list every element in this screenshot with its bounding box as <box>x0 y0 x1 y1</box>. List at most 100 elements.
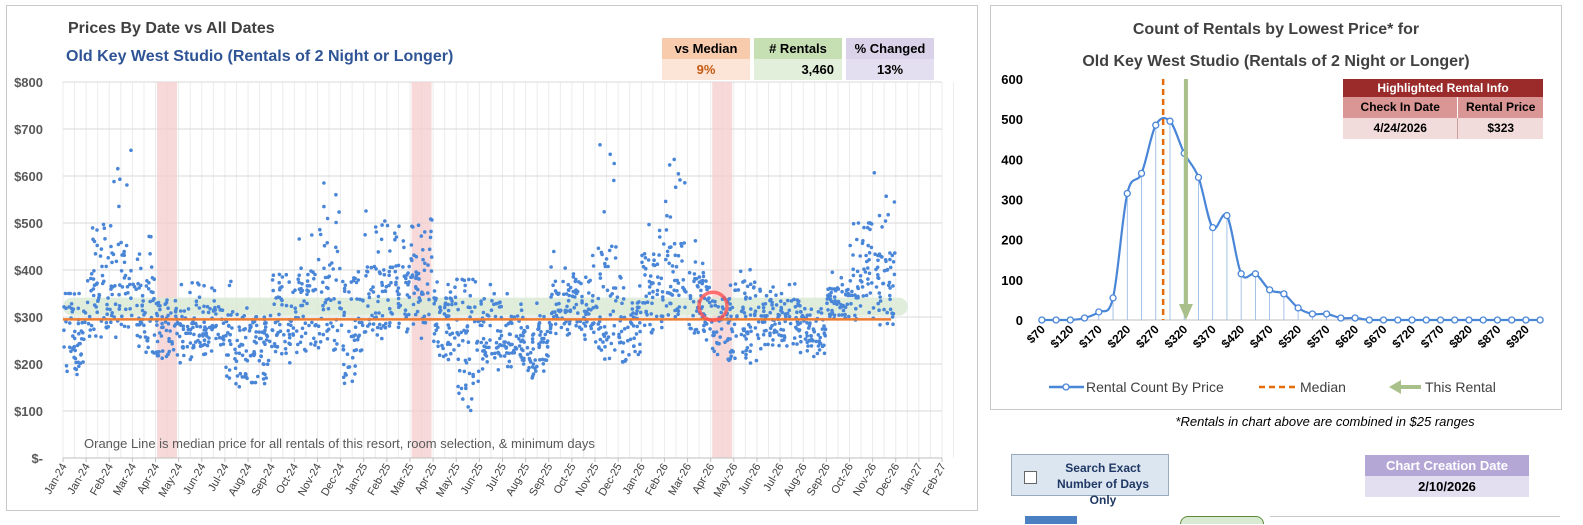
data-point <box>493 351 497 356</box>
data-point <box>753 294 758 298</box>
data-point <box>620 350 625 354</box>
data-point <box>286 328 291 333</box>
data-point <box>166 306 170 311</box>
data-point <box>881 281 885 286</box>
data-point <box>573 295 577 299</box>
data-point <box>62 345 66 349</box>
data-point <box>809 334 813 338</box>
data-point <box>633 349 637 354</box>
data-point <box>323 300 328 305</box>
search-exact-checkbox[interactable] <box>1024 471 1037 484</box>
data-point <box>178 360 182 365</box>
data-point <box>264 338 269 342</box>
data-point <box>158 304 162 308</box>
data-point <box>390 265 395 270</box>
data-point <box>427 297 431 302</box>
y-tick-label: $200 <box>14 357 43 372</box>
data-point <box>413 285 418 289</box>
data-point <box>515 314 520 318</box>
bottom-tab-blue[interactable] <box>1025 516 1077 524</box>
x-tick-label: $220 <box>1105 322 1134 351</box>
data-point <box>530 337 535 341</box>
data-point <box>596 246 601 251</box>
data-point <box>404 276 408 281</box>
data-point <box>473 280 478 284</box>
data-point <box>142 330 147 334</box>
data-point <box>629 313 633 317</box>
data-point <box>882 268 887 273</box>
data-point <box>537 343 542 348</box>
data-point <box>375 325 380 330</box>
data-point <box>306 272 310 277</box>
data-point <box>363 233 367 237</box>
data-point <box>525 345 530 350</box>
data-point <box>347 329 351 334</box>
data-point <box>779 299 783 304</box>
data-point <box>803 306 807 311</box>
data-point <box>655 288 660 293</box>
data-point <box>371 285 375 289</box>
data-point <box>296 277 301 282</box>
data-point <box>576 311 580 315</box>
data-point <box>447 326 452 330</box>
data-point <box>888 251 892 255</box>
data-point <box>210 323 215 328</box>
data-point <box>643 273 647 277</box>
data-point <box>463 283 468 288</box>
data-point <box>233 366 238 371</box>
data-point <box>865 225 870 230</box>
data-point <box>457 391 461 396</box>
data-point <box>433 323 438 328</box>
data-point <box>744 356 748 360</box>
data-point <box>103 237 107 241</box>
data-point <box>490 298 494 303</box>
data-point <box>759 314 763 318</box>
data-point <box>843 312 847 317</box>
data-point <box>280 275 285 279</box>
data-point <box>828 294 833 298</box>
data-point <box>383 325 388 330</box>
data-point <box>890 311 894 316</box>
data-point <box>525 325 530 330</box>
data-point <box>723 340 727 345</box>
data-point <box>426 291 430 295</box>
data-point <box>815 351 820 356</box>
data-point <box>370 328 375 332</box>
data-point <box>71 334 75 338</box>
data-point <box>86 321 91 326</box>
data-point <box>793 305 798 309</box>
data-point <box>291 332 295 336</box>
data-point <box>510 342 514 347</box>
data-point <box>890 315 895 319</box>
data-point <box>779 291 784 296</box>
data-point <box>708 327 712 331</box>
data-point <box>99 335 103 339</box>
data-point <box>432 301 437 306</box>
data-point <box>540 336 544 341</box>
data-point <box>822 331 827 335</box>
data-point <box>377 270 382 274</box>
data-point <box>467 277 471 282</box>
y-tick-label: $700 <box>14 122 43 137</box>
data-point <box>754 358 759 363</box>
data-point <box>296 342 300 347</box>
vs-median-value: 9% <box>662 59 750 80</box>
data-point <box>407 280 411 284</box>
vs-median-stat: vs Median 9% <box>662 38 750 80</box>
bottom-tab-green[interactable] <box>1180 516 1264 524</box>
data-point <box>798 321 803 325</box>
search-exact-days-toggle[interactable]: Search Exact Number of Days Only <box>1011 454 1169 507</box>
data-point <box>221 321 226 326</box>
count-marker <box>1408 316 1416 324</box>
data-point <box>229 313 233 317</box>
data-point <box>886 212 890 217</box>
data-point <box>416 287 420 292</box>
data-point <box>185 331 190 336</box>
x-tick-label: $320 <box>1162 322 1191 351</box>
data-point <box>605 288 610 293</box>
data-point <box>188 327 193 332</box>
data-point <box>611 332 616 336</box>
data-point <box>244 349 249 353</box>
data-point <box>109 320 113 325</box>
